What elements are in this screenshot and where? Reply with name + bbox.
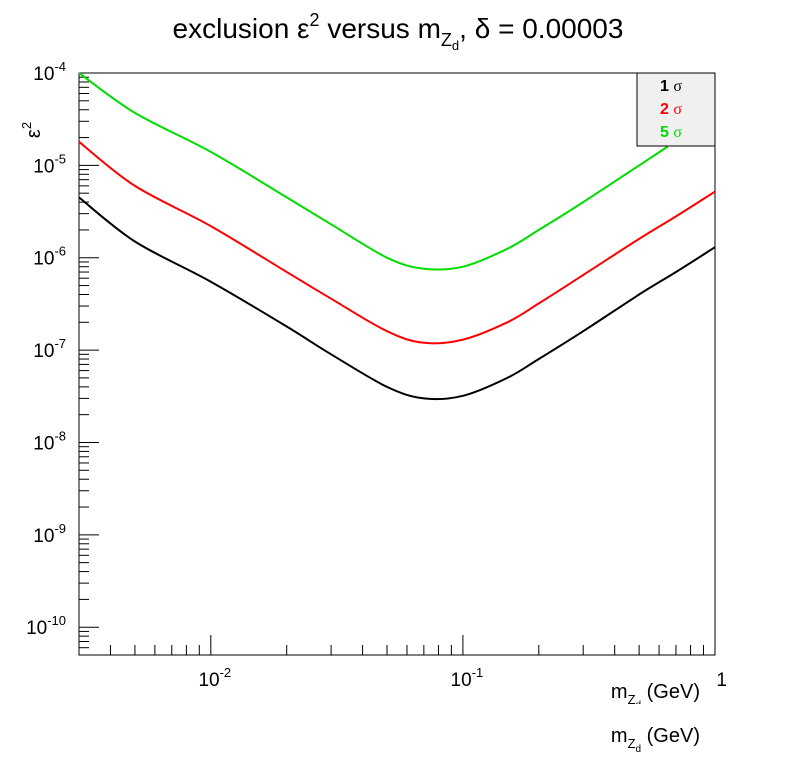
y-axis-label-base: ε — [23, 129, 45, 138]
plot-frame — [78, 72, 716, 656]
x-tick-label-base: 10 — [451, 670, 472, 691]
x-tick-label: 10-1 — [451, 665, 484, 691]
series-layer — [78, 72, 716, 401]
chart-title-sub: Z — [441, 30, 452, 50]
legend: 1 σ2 σ5 σ — [636, 72, 716, 147]
legend-entry-1-sigma: 1 σ — [660, 78, 682, 95]
y-axis-label-sup: 2 — [19, 122, 34, 129]
y-tick-label: 10-7 — [33, 336, 66, 362]
legend-entry-number: 1 — [660, 78, 673, 95]
y-tick-label-base: 10 — [33, 64, 54, 85]
series-line-5-sigma — [78, 72, 669, 271]
legend-entry-number: 2 — [660, 101, 673, 118]
chart-title-mid: versus m — [320, 13, 441, 44]
y-tick-label-exp: -5 — [54, 151, 66, 166]
chart-title: exclusion ε2 versus mZd, δ = 0.00003 — [173, 10, 624, 53]
chart-title-suffix: , δ = 0.00003 — [459, 13, 623, 44]
y-tick-label-exp: -6 — [54, 244, 66, 259]
y-tick-label: 10-6 — [33, 244, 66, 270]
legend-entry-sigma: σ — [673, 78, 682, 95]
y-tick-label-exp: -9 — [54, 521, 66, 536]
legend-entry-sigma: σ — [673, 101, 682, 118]
y-tick-label: 10-10 — [26, 613, 66, 639]
x-axis-label: mZd (GeV) — [611, 681, 700, 711]
series-line-1-sigma — [78, 196, 716, 401]
y-tick-label: 10-4 — [33, 59, 66, 85]
chart-title-subsub: d — [452, 38, 459, 53]
y-tick-label-exp: -10 — [47, 613, 66, 628]
x-axis-label-duplicate: mZd (GeV) — [611, 725, 700, 755]
chart-title-sup: 2 — [310, 10, 320, 30]
x-axis-label-duplicate-base: m — [611, 725, 628, 747]
y-tick-label-exp: -8 — [54, 428, 66, 443]
y-tick-label: 10-5 — [33, 151, 66, 177]
x-axis-label-unit: (GeV) — [641, 681, 700, 703]
y-tick-label-base: 10 — [33, 341, 54, 362]
legend-entry-5-sigma: 5 σ — [660, 124, 682, 141]
x-axis-label-base: m — [611, 681, 628, 703]
x-axis-label-ghost: mZd (GeV) — [180, 704, 725, 755]
x-axis-label-duplicate-mask — [180, 704, 725, 724]
x-tick-label: 10-2 — [198, 665, 231, 691]
x-tick-label-base: 10 — [198, 670, 219, 691]
x-tick-label-exp: -2 — [220, 665, 232, 680]
x-axis-label-duplicate-subsub: d — [636, 744, 642, 755]
legend-entry-2-sigma: 2 σ — [660, 101, 682, 118]
y-tick-label-base: 10 — [33, 156, 54, 177]
y-tick-label: 10-9 — [33, 521, 66, 547]
x-axis-ticks — [78, 635, 716, 655]
legend-entry-number: 5 — [660, 124, 673, 141]
legend-box — [636, 72, 716, 147]
series-line-2-sigma — [78, 141, 716, 345]
y-tick-label-base: 10 — [33, 249, 54, 270]
x-tick-label-exp: -1 — [472, 665, 484, 680]
legend-entries: 1 σ2 σ5 σ — [660, 78, 682, 141]
legend-entry-sigma: σ — [673, 124, 682, 141]
y-tick-label-exp: -7 — [54, 336, 66, 351]
y-axis-ticks — [79, 72, 99, 656]
y-tick-label-exp: -4 — [54, 59, 66, 74]
x-axis-label-sub: Z — [628, 692, 636, 707]
y-axis-label: ε2 — [19, 122, 45, 138]
x-tick-label-base: 1 — [716, 670, 727, 691]
y-tick-label: 10-8 — [33, 428, 66, 454]
chart-title-prefix: exclusion ε — [173, 13, 310, 44]
y-tick-label-base: 10 — [33, 433, 54, 454]
x-axis-tick-labels: 10-2 10-1 1 — [198, 665, 727, 691]
y-tick-label-base: 10 — [26, 618, 47, 639]
x-tick-label: 1 — [716, 670, 727, 691]
x-axis-label-duplicate-sub: Z — [628, 736, 636, 751]
y-tick-label-base: 10 — [33, 526, 54, 547]
x-axis-label-duplicate-unit: (GeV) — [641, 725, 700, 747]
